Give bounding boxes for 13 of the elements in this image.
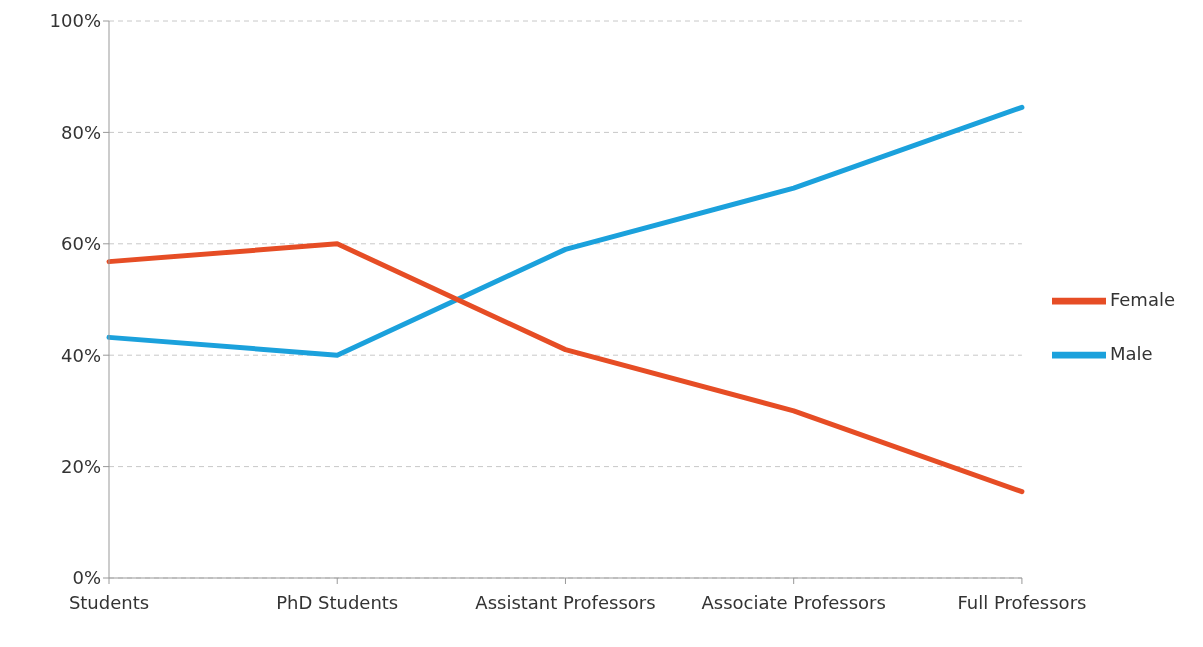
x-tick-label: PhD Students (276, 591, 399, 613)
y-tick-label: 40% (60, 344, 101, 366)
y-tick-label: 60% (60, 233, 101, 255)
x-tick-label: Full Professors (957, 591, 1087, 613)
x-tick-label: Students (68, 591, 150, 613)
y-tick-label: 100% (49, 10, 101, 32)
y-tick-label: 20% (60, 455, 101, 477)
y-tick-label: 80% (60, 121, 101, 143)
legend-label: Male (1109, 343, 1153, 364)
legend-label: Female (1109, 289, 1175, 310)
y-tick-label: 0% (72, 567, 101, 589)
x-tick-label: Associate Professors (701, 591, 886, 613)
x-tick-label: Assistant Professors (475, 591, 656, 613)
